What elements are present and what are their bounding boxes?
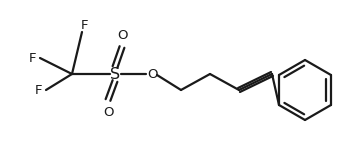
Text: F: F [80,18,88,32]
Text: S: S [110,66,120,82]
Text: O: O [117,29,127,41]
Text: F: F [28,52,36,65]
Text: O: O [103,107,113,119]
Text: F: F [34,83,42,96]
Text: O: O [147,67,157,81]
